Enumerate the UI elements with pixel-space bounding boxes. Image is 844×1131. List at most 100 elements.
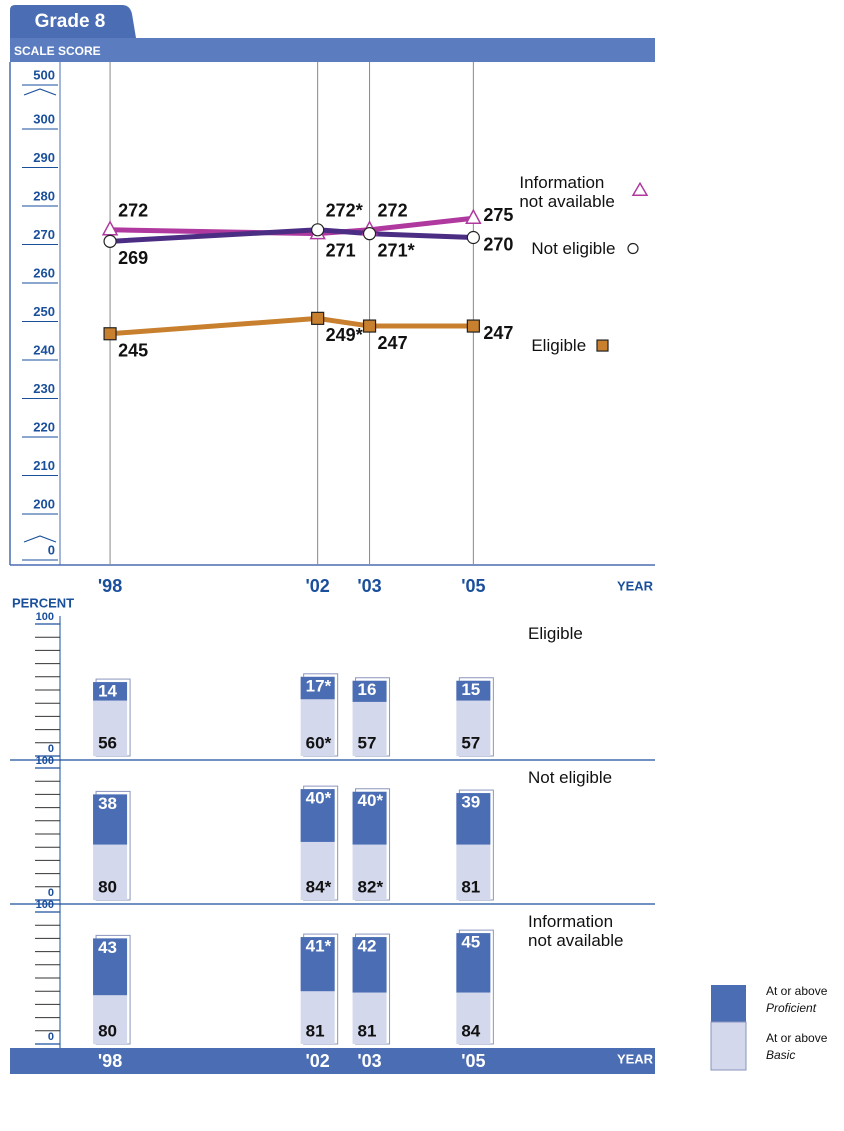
bar-proficient xyxy=(93,938,128,996)
y-tick-label: 0 xyxy=(48,542,55,557)
axis-break xyxy=(23,88,57,96)
marker xyxy=(311,311,325,325)
bar-proficient xyxy=(300,789,335,842)
x-tick-label: '98 xyxy=(98,1051,122,1071)
bar-proficient xyxy=(456,680,491,701)
marker xyxy=(362,319,377,333)
legend-label: At or above Basic xyxy=(766,1031,828,1062)
data-label: 272 xyxy=(378,201,408,221)
y-tick-label: 210 xyxy=(33,458,55,473)
legend-swatch xyxy=(711,985,746,1022)
marker xyxy=(103,327,117,341)
x-tick-label: '02 xyxy=(306,576,330,596)
legend-label: Information not available xyxy=(519,173,615,212)
data-label: 245 xyxy=(118,341,148,361)
data-label: 271* xyxy=(378,240,415,260)
series-line xyxy=(109,227,474,244)
legend-label: At or above Proficient xyxy=(766,984,828,1015)
data-label: 269 xyxy=(118,248,148,268)
data-label: 271 xyxy=(326,240,356,260)
panel-title: Not eligible xyxy=(528,768,613,787)
data-label: 16 xyxy=(358,680,377,699)
data-label: 40* xyxy=(306,789,332,808)
data-label: 15 xyxy=(461,680,480,699)
data-label: 80 xyxy=(98,1021,117,1040)
data-label: 14 xyxy=(98,682,117,701)
y-tick-label: 300 xyxy=(33,111,55,126)
x-axis-band xyxy=(10,1048,655,1074)
data-label: 57 xyxy=(461,733,480,752)
data-label: 80 xyxy=(98,877,117,896)
data-label: 45 xyxy=(461,933,480,952)
y-axis-title: PERCENT xyxy=(12,595,74,610)
y-tick-label: 500 xyxy=(33,67,55,82)
y-tick-label: 100 xyxy=(36,755,54,767)
data-label: 84 xyxy=(461,1021,480,1040)
panel-title: Eligible xyxy=(528,624,583,643)
header-band xyxy=(10,38,655,62)
data-label: 56 xyxy=(98,733,117,752)
y-tick-label: 220 xyxy=(33,419,55,434)
legend-label: Not eligible xyxy=(531,238,616,258)
x-axis-title: YEAR xyxy=(617,1051,654,1066)
data-label: 17* xyxy=(306,676,332,695)
y-tick-label: 0 xyxy=(48,1031,54,1043)
y-tick-label: 260 xyxy=(33,265,55,280)
y-tick-label: 240 xyxy=(33,342,55,357)
title-tab xyxy=(10,5,136,38)
data-label: 57 xyxy=(358,733,377,752)
bar-proficient xyxy=(300,676,335,700)
marker xyxy=(466,230,480,245)
bar-proficient xyxy=(300,937,335,992)
data-label: 40* xyxy=(358,791,384,810)
data-label: 42 xyxy=(358,937,377,956)
y-tick-label: 230 xyxy=(33,381,55,396)
chart-title: Grade 8 xyxy=(35,11,106,32)
data-label: 60* xyxy=(306,733,332,752)
y-tick-label: 0 xyxy=(48,743,54,755)
data-label: 272 xyxy=(118,201,148,221)
data-label: 41* xyxy=(306,937,332,956)
series-line xyxy=(109,315,474,337)
y-tick-label: 280 xyxy=(33,188,55,203)
x-axis-title: YEAR xyxy=(617,578,654,593)
y-tick-label: 100 xyxy=(36,899,54,911)
y-tick-label: 0 xyxy=(48,887,54,899)
marker xyxy=(311,223,325,237)
bar-proficient xyxy=(93,794,128,845)
bar-proficient xyxy=(352,791,387,845)
data-label: 81 xyxy=(461,877,480,896)
data-label: 272* xyxy=(326,201,363,221)
bar-proficient xyxy=(352,680,387,702)
legend-marker xyxy=(596,339,609,352)
data-label: 81 xyxy=(306,1021,325,1040)
data-label: 84* xyxy=(306,877,332,896)
legend-label: Eligible xyxy=(531,336,587,356)
bar-proficient xyxy=(456,933,491,993)
x-tick-label: '98 xyxy=(98,576,122,596)
data-label: 82* xyxy=(358,877,384,896)
x-tick-label: '05 xyxy=(461,1051,485,1071)
bar-proficient xyxy=(352,937,387,993)
y-tick-label: 250 xyxy=(33,304,55,319)
data-label: 275 xyxy=(483,205,513,225)
x-tick-label: '03 xyxy=(357,576,381,596)
data-label: 270 xyxy=(483,234,513,254)
legend-swatch xyxy=(710,1021,747,1071)
marker xyxy=(466,319,480,333)
y-axis-title: SCALE SCORE xyxy=(14,44,101,58)
data-label: 39 xyxy=(461,793,480,812)
data-label: 43 xyxy=(98,938,117,957)
x-tick-label: '02 xyxy=(306,1051,330,1071)
panel-title: Information not available xyxy=(528,912,624,950)
y-tick-label: 200 xyxy=(33,496,55,511)
data-label: 249* xyxy=(326,325,363,345)
legend-marker xyxy=(627,242,639,255)
x-tick-label: '05 xyxy=(461,576,485,596)
x-tick-label: '03 xyxy=(357,1051,381,1071)
data-label: 81 xyxy=(358,1021,377,1040)
axis-break xyxy=(23,535,57,543)
data-label: 247 xyxy=(378,333,408,353)
